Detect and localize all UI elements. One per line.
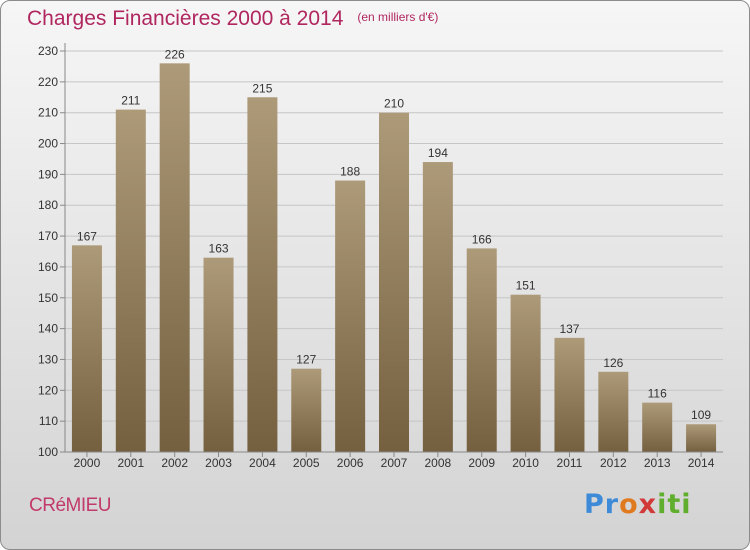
x-tick-label: 2010 [512, 456, 539, 470]
bar-2003 [203, 257, 234, 452]
bar-2000 [71, 245, 102, 452]
data-label: 211 [121, 94, 140, 108]
bar-2013 [642, 402, 673, 452]
x-tick-label: 2001 [117, 456, 144, 470]
bar-2010 [510, 294, 541, 452]
x-tick-label: 2013 [644, 456, 671, 470]
data-label: 188 [340, 165, 360, 179]
data-label: 109 [691, 408, 711, 422]
y-tick-label: 180 [38, 198, 58, 212]
bar-2012 [598, 371, 629, 452]
data-label: 210 [384, 97, 404, 111]
y-tick-label: 200 [38, 137, 58, 151]
x-tick-label: 2000 [74, 456, 101, 470]
data-label: 163 [209, 242, 229, 256]
y-tick-label: 210 [38, 106, 58, 120]
bar-2007 [379, 112, 409, 452]
bar-2006 [335, 180, 366, 453]
y-tick-label: 150 [38, 291, 58, 305]
y-tick-label: 160 [38, 260, 58, 274]
bars: 167 211 226 163 215 127 188 210 194 166 151 137 126 1… [71, 47, 717, 453]
chart-subtitle: (en milliers d'€) [357, 10, 439, 24]
x-tick-label: 2005 [293, 456, 320, 470]
x-tick-label: 2014 [688, 456, 715, 470]
bar-2014 [686, 424, 717, 452]
proxiti-logo: Proxiti [584, 489, 692, 520]
y-tick-label: 190 [38, 167, 58, 181]
y-tick-label: 230 [38, 44, 58, 58]
data-label: 151 [516, 279, 536, 293]
x-tick-label: 2002 [161, 456, 188, 470]
y-tick-label: 100 [38, 445, 58, 459]
x-tick-label: 2012 [600, 456, 627, 470]
bar-2008 [422, 162, 453, 453]
x-tick-label: 2006 [337, 456, 364, 470]
data-label: 127 [296, 353, 316, 367]
x-tick-label: 2003 [205, 456, 232, 470]
bar-2004 [247, 97, 278, 453]
x-tick-label: 2008 [425, 456, 452, 470]
y-tick-label: 130 [38, 352, 58, 366]
data-label: 194 [428, 146, 448, 160]
axes: 100 110 120 130 140 150 160 170 180 190 200 210 220 2… [38, 43, 723, 470]
bar-2009 [466, 248, 497, 452]
x-tick-label: 2007 [381, 456, 408, 470]
bar-2001 [115, 109, 146, 452]
data-label: 137 [559, 322, 579, 336]
data-label: 166 [472, 232, 492, 246]
chart-title: Charges Financières 2000 à 2014 (en milli… [27, 7, 438, 31]
y-tick-label: 170 [38, 229, 58, 243]
data-label: 126 [603, 356, 623, 370]
data-label: 167 [77, 229, 97, 243]
y-tick-label: 140 [38, 322, 58, 336]
x-tick-label: 2009 [468, 456, 495, 470]
data-label: 215 [252, 81, 272, 95]
bar-2011 [554, 337, 585, 452]
data-label: 116 [648, 387, 667, 401]
city-name: CRéMIEU [29, 495, 112, 516]
y-tick-label: 120 [38, 383, 58, 397]
bar-2002 [159, 63, 190, 452]
chart-title-text: Charges Financières 2000 à 2014 [27, 7, 344, 30]
data-label: 226 [165, 47, 185, 61]
x-tick-label: 2004 [249, 456, 276, 470]
x-tick-label: 2011 [557, 456, 583, 470]
bar-2005 [291, 368, 322, 452]
y-tick-label: 110 [39, 414, 58, 428]
y-tick-label: 220 [38, 75, 58, 89]
